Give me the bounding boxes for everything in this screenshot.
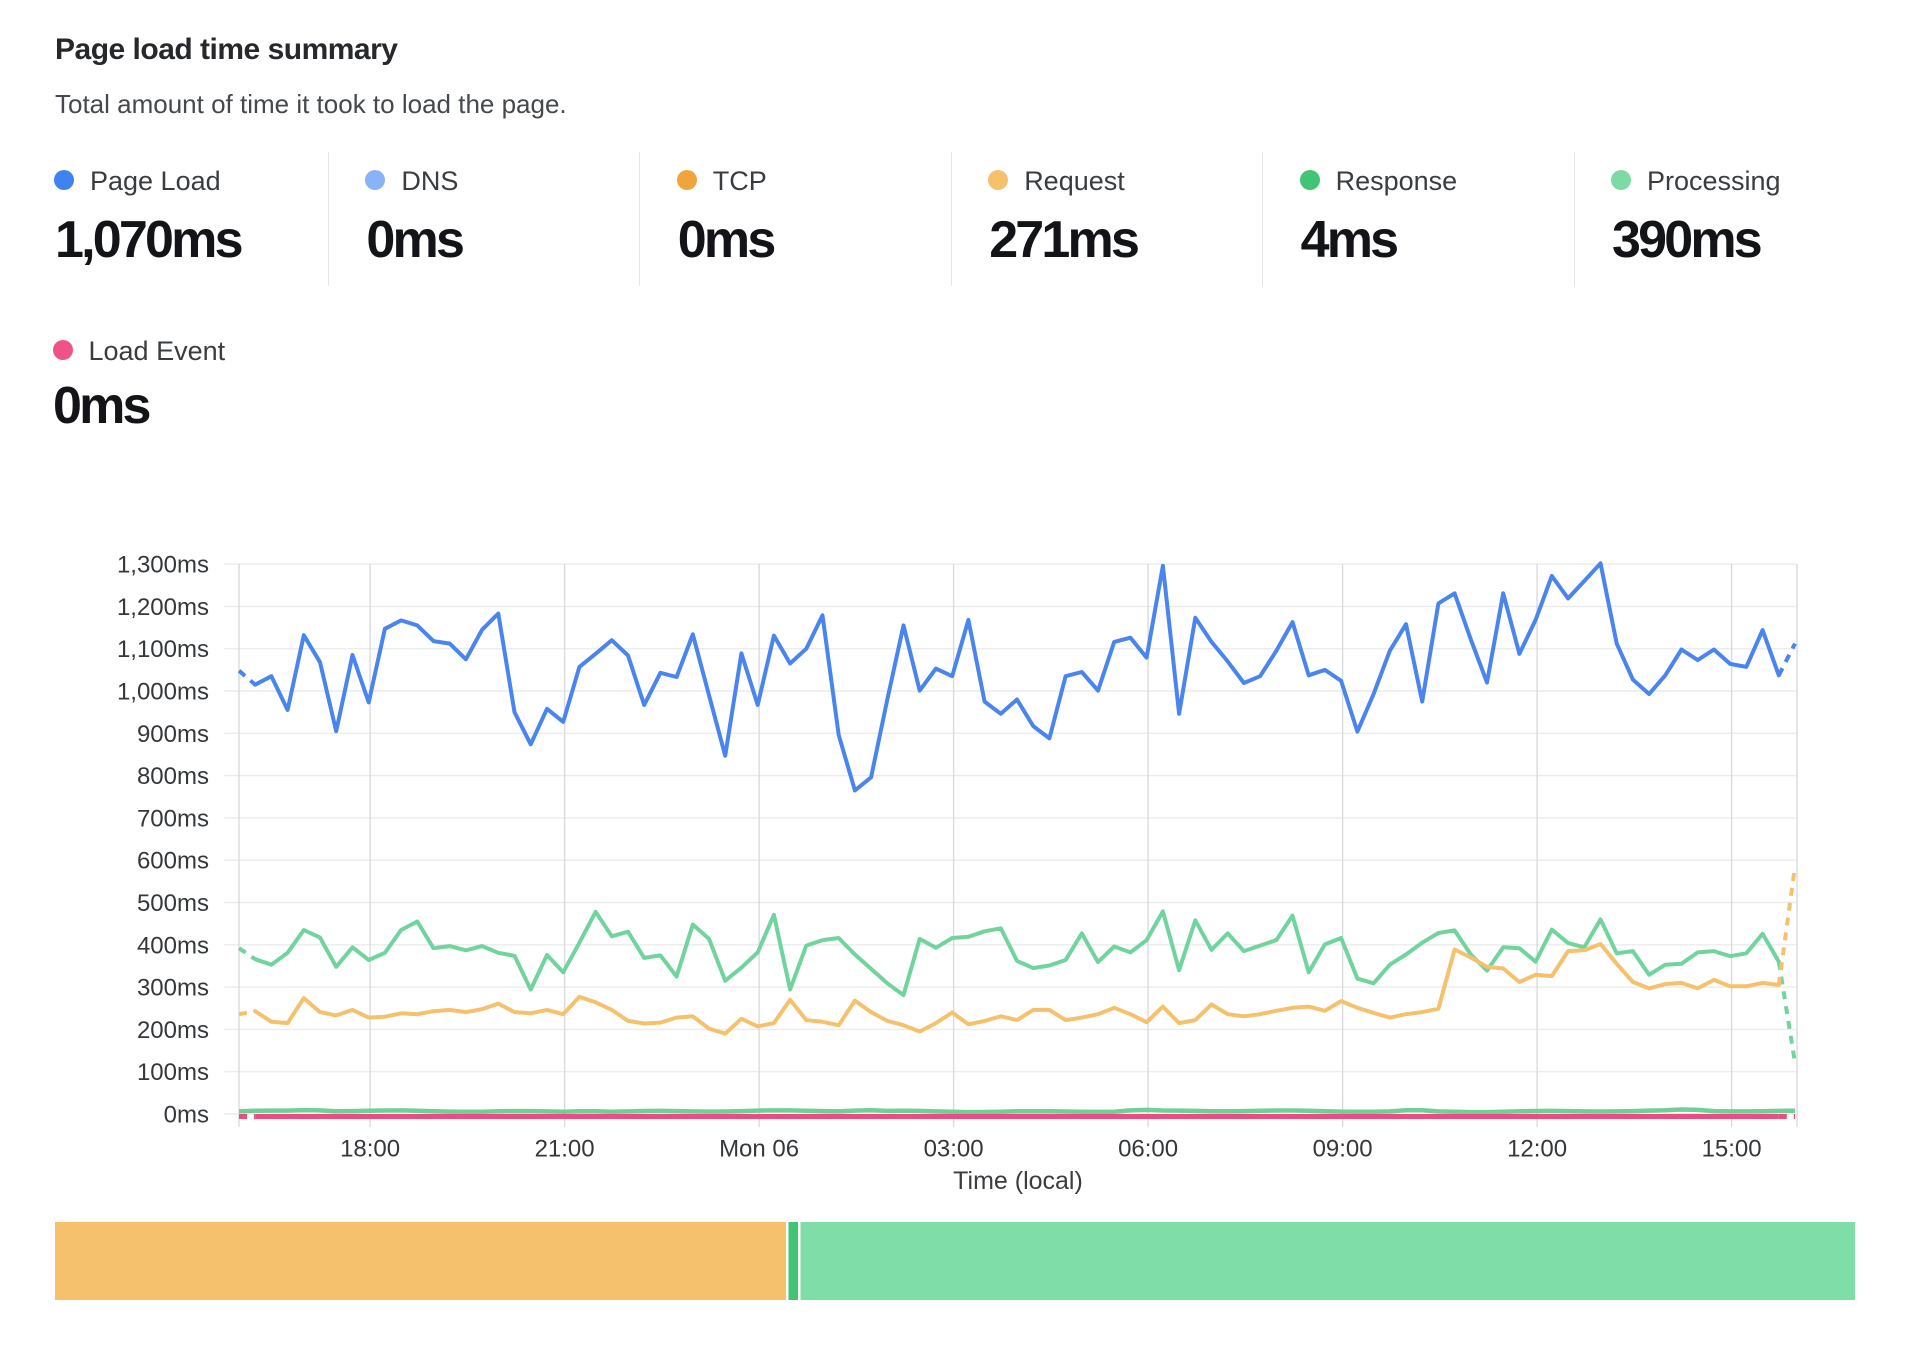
svg-text:600ms: 600ms xyxy=(137,848,209,875)
svg-text:1,100ms: 1,100ms xyxy=(117,636,209,663)
svg-text:1,200ms: 1,200ms xyxy=(117,594,209,621)
svg-text:06:00: 06:00 xyxy=(1118,1136,1178,1163)
svg-text:12:00: 12:00 xyxy=(1507,1136,1567,1163)
svg-text:1,300ms: 1,300ms xyxy=(117,552,209,579)
svg-text:Mon 06: Mon 06 xyxy=(719,1136,799,1163)
svg-text:18:00: 18:00 xyxy=(340,1136,400,1163)
svg-text:Time (local): Time (local) xyxy=(953,1167,1083,1195)
svg-text:15:00: 15:00 xyxy=(1702,1136,1762,1163)
svg-text:1,000ms: 1,000ms xyxy=(117,679,209,706)
svg-text:0ms: 0ms xyxy=(164,1102,209,1129)
svg-text:900ms: 900ms xyxy=(137,721,209,748)
svg-text:300ms: 300ms xyxy=(137,975,209,1002)
svg-text:400ms: 400ms xyxy=(137,932,209,959)
svg-text:200ms: 200ms xyxy=(137,1017,209,1044)
svg-text:21:00: 21:00 xyxy=(535,1136,595,1163)
svg-text:500ms: 500ms xyxy=(137,890,209,917)
svg-text:100ms: 100ms xyxy=(137,1059,209,1086)
svg-text:700ms: 700ms xyxy=(137,805,209,832)
svg-text:03:00: 03:00 xyxy=(924,1136,984,1163)
svg-text:800ms: 800ms xyxy=(137,763,209,790)
svg-text:09:00: 09:00 xyxy=(1313,1136,1373,1163)
